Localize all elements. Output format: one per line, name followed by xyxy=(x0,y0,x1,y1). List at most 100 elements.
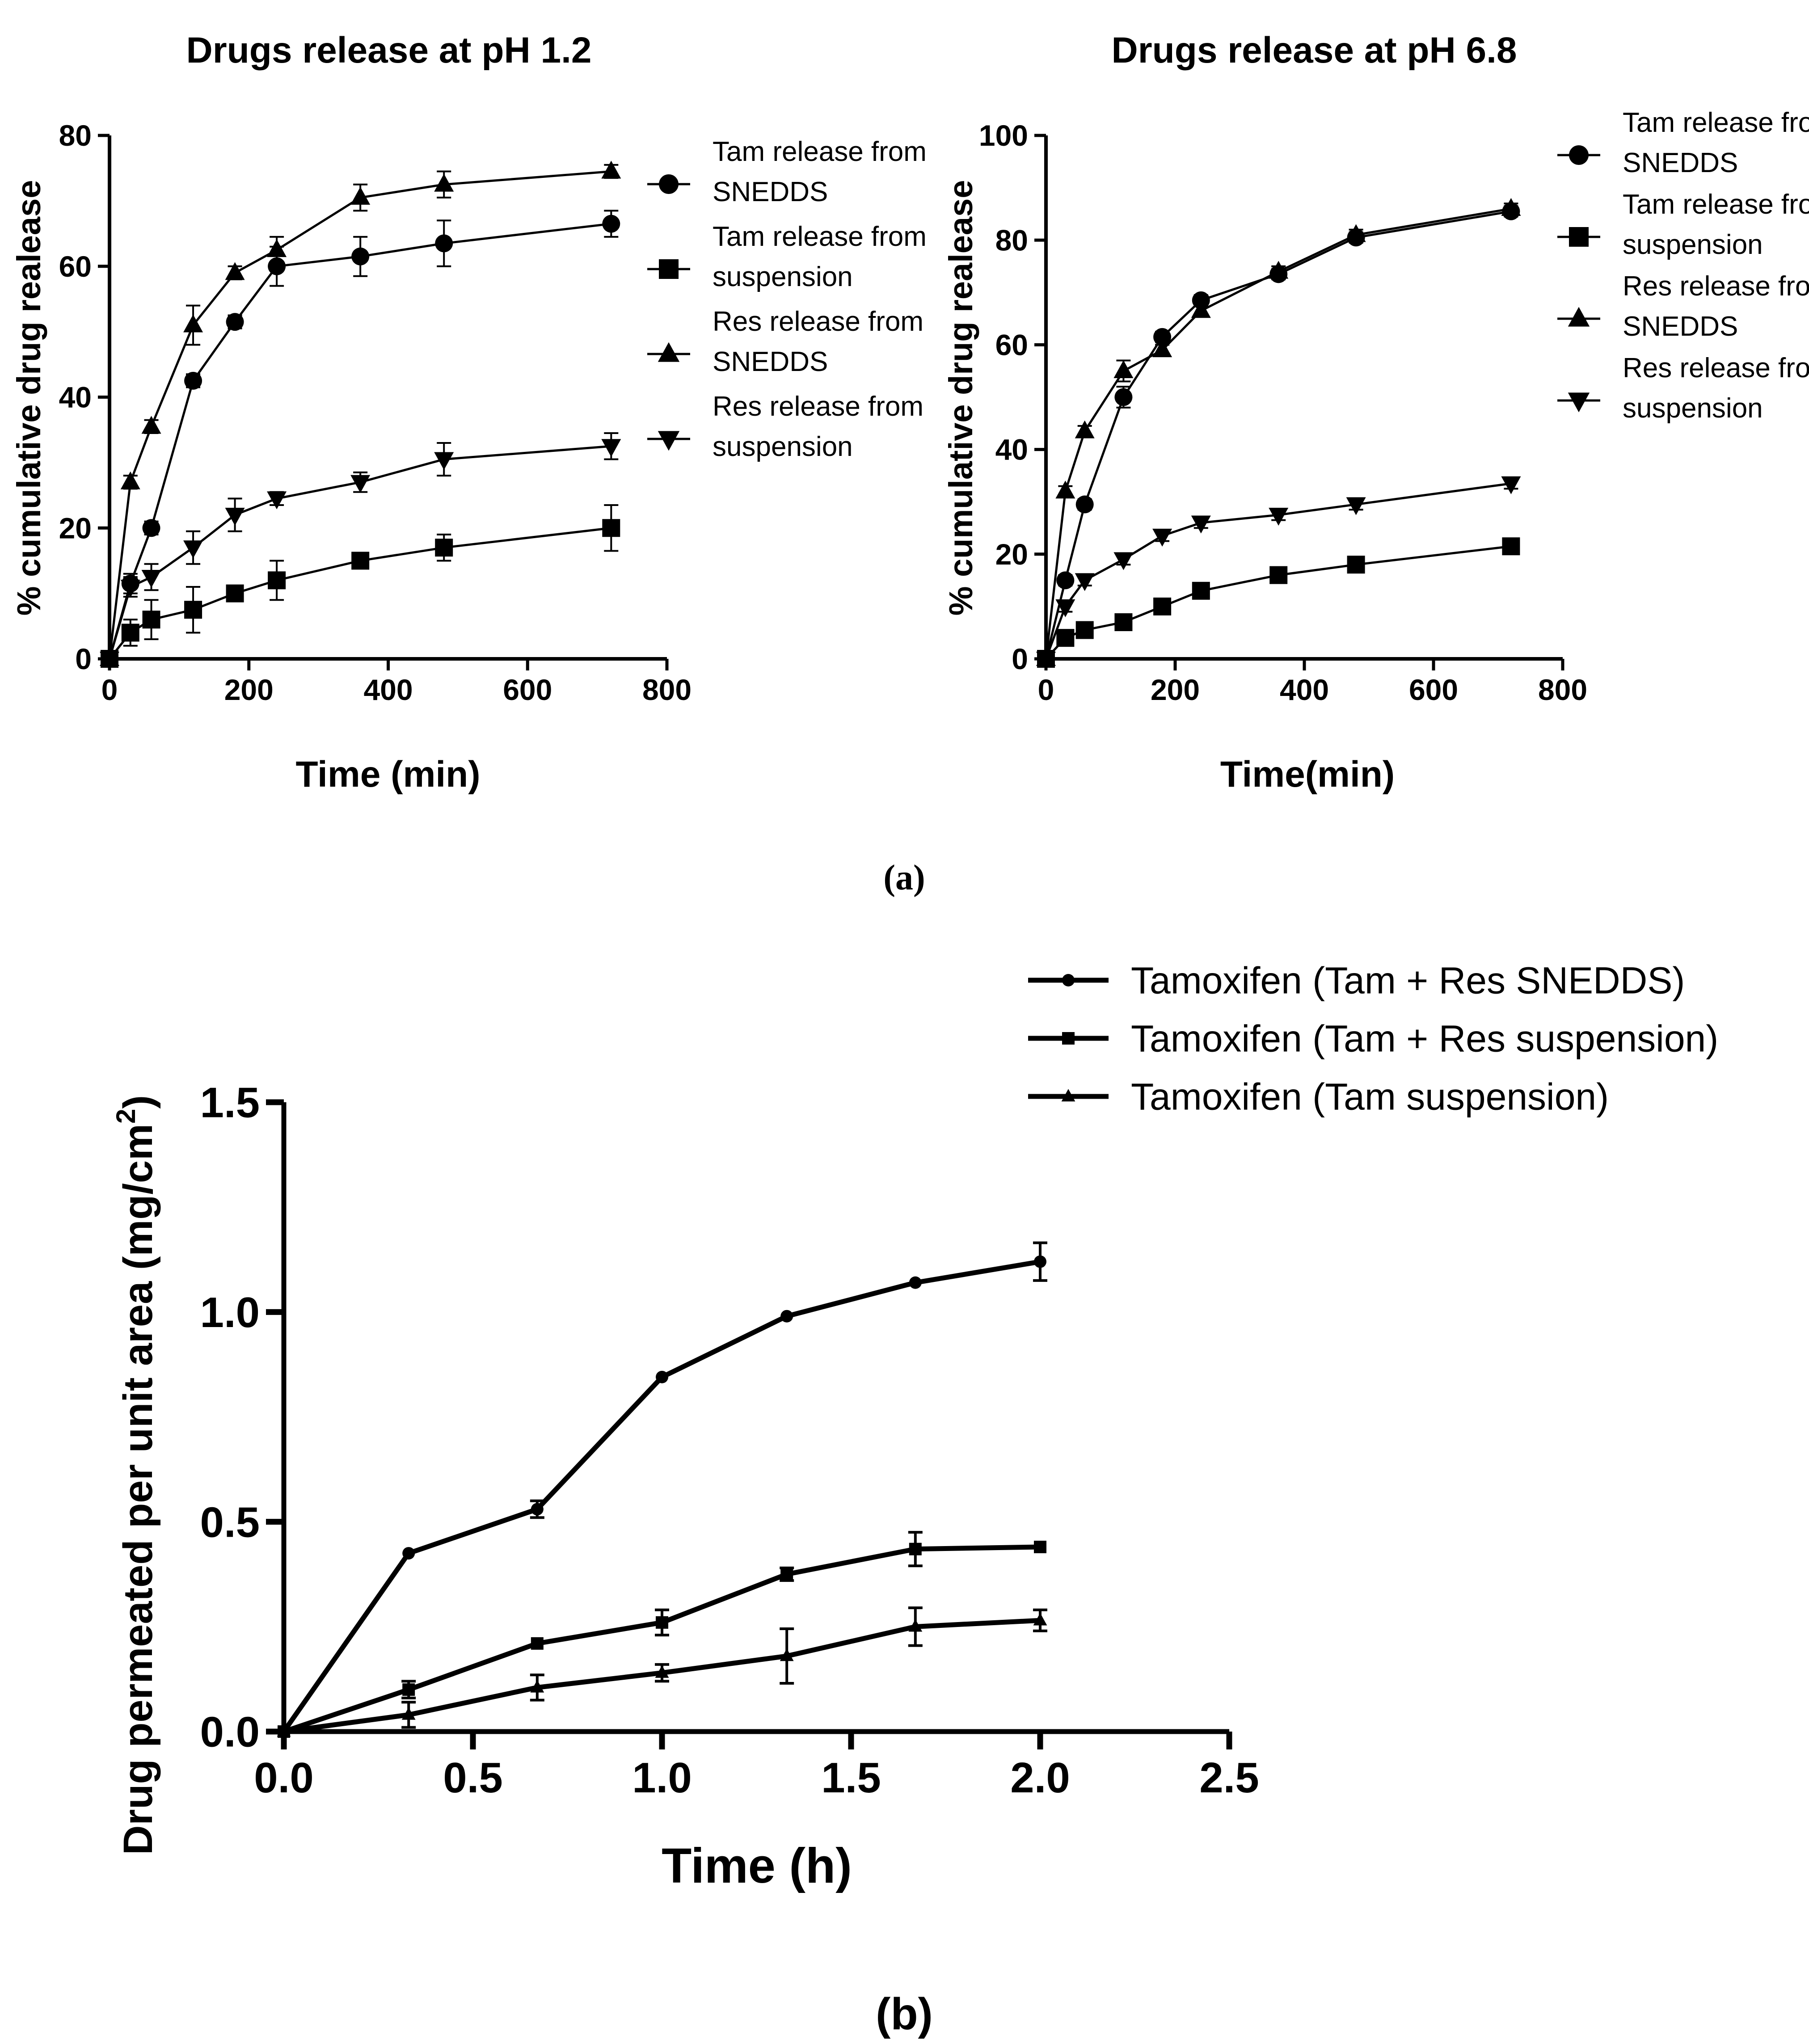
data-point-triangle-up xyxy=(434,173,454,192)
data-point-square xyxy=(1269,566,1288,584)
chart-ph-6-8: Drugs release at pH 6.8 0 20 40 60 80 100 0 20… xyxy=(942,30,1809,795)
data-point-triangle-down xyxy=(267,491,287,510)
data-point-square xyxy=(121,624,139,642)
data-point-triangle-down xyxy=(1113,552,1134,570)
data-point-triangle-down xyxy=(1269,507,1289,526)
data-point-circle xyxy=(1075,495,1094,514)
legend-label: Tam release from xyxy=(1623,189,1809,220)
data-point-triangle-up xyxy=(1269,261,1289,279)
legend-label: Tam release from xyxy=(1623,107,1809,138)
data-point-square xyxy=(780,1568,793,1580)
legend-marker-circle xyxy=(659,174,679,194)
y-tick-label: 1.5 xyxy=(200,1079,260,1127)
data-point-triangle-up xyxy=(1191,300,1211,318)
legend-label: suspension xyxy=(1623,229,1763,260)
data-point-triangle-up xyxy=(1152,339,1172,358)
legend-label: SNEDDS xyxy=(1623,148,1738,178)
data-point-square xyxy=(1153,597,1172,615)
data-point-triangle-down xyxy=(1036,652,1056,670)
panel-label-a: (a) xyxy=(883,858,925,898)
chart-permeation: 0.0 0.5 1.0 1.5 0.0 0.5 1.0 1.5 2.0 2.5 Drug per… xyxy=(111,959,1718,1893)
legend-marker-square xyxy=(1569,227,1589,247)
data-point-triangle-up xyxy=(530,1680,544,1693)
data-point-circle xyxy=(531,1503,544,1516)
data-point-circle xyxy=(780,1310,793,1323)
legend-label: suspension xyxy=(713,261,853,292)
x-tick-label: 1.0 xyxy=(632,1754,692,1802)
x-tick-label: 800 xyxy=(642,673,692,706)
legend-marker-triangle-up xyxy=(1061,1089,1075,1102)
x-tick-label: 400 xyxy=(1280,673,1329,706)
data-point-square xyxy=(142,611,160,629)
chart-title-ph-1-2: Drugs release at pH 1.2 xyxy=(186,30,592,71)
legend-marker-square xyxy=(659,259,679,279)
series-triangle-down xyxy=(1036,476,1521,670)
series-triangle-up xyxy=(1036,198,1521,666)
y-tick-label: 40 xyxy=(59,381,92,414)
y-tick-label: 0 xyxy=(1012,642,1028,675)
data-point-circle xyxy=(1056,571,1075,590)
x-tick-label: 1.5 xyxy=(821,1754,881,1802)
data-point-triangle-up xyxy=(1501,198,1521,216)
x-tick-label: 200 xyxy=(1151,673,1200,706)
data-point-circle xyxy=(1034,1255,1046,1268)
x-tick-label: 200 xyxy=(224,673,274,706)
legend-marker-square xyxy=(1062,1032,1075,1045)
x-axis-label: Time (min) xyxy=(295,754,480,795)
legend-label: Tamoxifen (Tam + Res suspension) xyxy=(1131,1017,1718,1059)
data-point-triangle-down xyxy=(1152,528,1172,547)
legend-label: SNEDDS xyxy=(713,346,828,377)
y-tick-label: 0.0 xyxy=(200,1708,260,1756)
legend-label: Res release from xyxy=(713,306,923,337)
data-point-triangle-up xyxy=(277,1724,291,1737)
series-square xyxy=(1037,537,1520,668)
x-tick-label: 2.0 xyxy=(1010,1754,1070,1802)
y-axis-label: % cumulative drug realease xyxy=(10,180,47,616)
series-triangle-up xyxy=(100,160,621,666)
data-point-triangle-up xyxy=(908,1619,923,1632)
series-line xyxy=(283,1544,1041,1734)
data-point-triangle-down xyxy=(120,579,140,598)
y-axis-label: % cumulative drug realease xyxy=(942,180,979,616)
data-point-triangle-up xyxy=(1055,480,1075,499)
data-point-circle xyxy=(226,313,244,331)
legend-label: Res release from xyxy=(1623,271,1809,302)
data-point-circle xyxy=(909,1276,922,1289)
chart-ph-1-2: Drugs release at pH 1.2 0 20 40 60 80 0 200 40… xyxy=(10,30,927,795)
legend-label: SNEDDS xyxy=(713,177,828,207)
data-point-square xyxy=(402,1683,415,1696)
y-tick-label: 40 xyxy=(995,433,1028,466)
data-point-circle xyxy=(602,215,620,233)
data-point-triangle-up xyxy=(1075,420,1095,438)
data-point-triangle-down xyxy=(1075,573,1095,591)
legend-marker-circle xyxy=(1062,974,1075,986)
data-point-square xyxy=(1056,629,1075,647)
data-point-square xyxy=(1075,621,1094,639)
series-circle xyxy=(101,210,620,668)
data-point-square xyxy=(1034,1540,1046,1553)
legend-label: Tam release from xyxy=(713,136,927,167)
data-point-triangle-down xyxy=(225,507,245,526)
x-axis-label: Time(min) xyxy=(1220,754,1395,795)
legend-marker-circle xyxy=(1569,145,1589,165)
data-point-circle xyxy=(435,234,453,253)
series-square xyxy=(278,1531,1046,1738)
data-point-square xyxy=(184,601,202,619)
legend-label: Res release from xyxy=(713,391,923,422)
data-point-triangle-down xyxy=(350,475,371,493)
data-point-triangle-down xyxy=(601,439,621,457)
legend-label: SNEDDS xyxy=(1623,311,1738,342)
data-point-triangle-up xyxy=(1033,1613,1047,1626)
data-point-square xyxy=(268,571,286,590)
legend-marker-triangle-up xyxy=(658,342,680,362)
legend-marker-triangle-down xyxy=(658,431,680,451)
x-tick-label: 800 xyxy=(1538,673,1587,706)
series-line xyxy=(109,527,611,660)
data-point-triangle-down xyxy=(1191,515,1211,534)
data-point-triangle-up xyxy=(780,1648,794,1661)
series-line xyxy=(282,1259,1041,1733)
data-point-square xyxy=(602,519,620,537)
data-point-square xyxy=(531,1637,544,1650)
data-point-circle xyxy=(184,371,202,390)
